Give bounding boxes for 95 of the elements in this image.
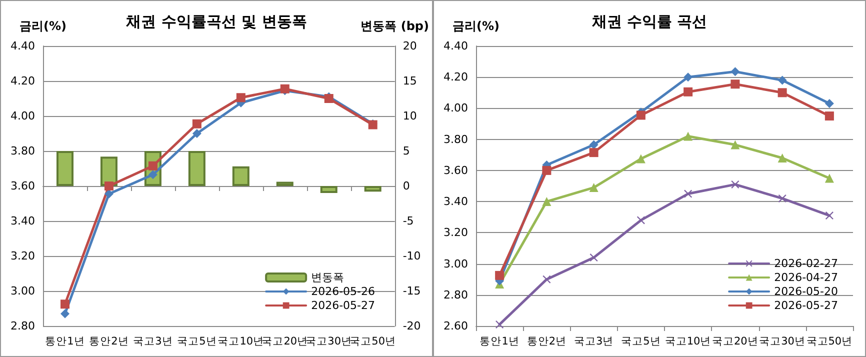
point xyxy=(684,72,693,82)
y-tick-label: 4.00 xyxy=(444,102,468,115)
x-tick-label: 국고20년 xyxy=(712,336,758,348)
point xyxy=(731,180,740,188)
legend-label: 2026-05-27 xyxy=(311,299,376,312)
point xyxy=(730,80,740,89)
y2-tick-label: -20 xyxy=(402,320,421,332)
x-tick-label: 국고50년 xyxy=(350,336,396,348)
x-tick-label: 통안2년 xyxy=(89,336,129,348)
point xyxy=(636,154,646,164)
point xyxy=(589,148,598,158)
point xyxy=(542,275,551,284)
y-tick-label: 4.20 xyxy=(10,74,35,88)
point xyxy=(730,67,740,76)
x-tick-label: 국고50년 xyxy=(806,336,853,348)
y-tick-label: 4.00 xyxy=(10,110,35,122)
point xyxy=(589,183,598,192)
y-tick-label: 3.00 xyxy=(444,257,468,270)
y2-tick-label: -10 xyxy=(402,250,421,262)
x-tick-label: 국고30년 xyxy=(759,336,806,348)
point xyxy=(636,110,646,120)
bar xyxy=(56,151,74,186)
x-tick-label: 통안1년 xyxy=(480,336,520,348)
x-tick-label: 국고3년 xyxy=(133,336,173,348)
y-tick-label: 4.20 xyxy=(444,70,468,84)
point xyxy=(825,212,834,220)
bar xyxy=(232,166,250,186)
point xyxy=(495,270,504,280)
y-tick-label: 4.40 xyxy=(10,40,35,52)
chart-title: 채권 수익률 곡선 xyxy=(590,12,708,30)
legend-label: 2026-05-27 xyxy=(774,299,838,312)
y-tick-label: 3.80 xyxy=(444,132,468,146)
point xyxy=(236,93,246,102)
y2-tick-label: 20 xyxy=(402,40,417,52)
y2-tick-label: 5 xyxy=(402,144,410,158)
y2-tick-label: -15 xyxy=(402,284,421,298)
y-tick-label: 2.60 xyxy=(444,320,468,332)
point xyxy=(148,170,158,180)
point xyxy=(684,190,692,198)
y-tick-label: 3.60 xyxy=(10,180,35,192)
point xyxy=(542,166,552,175)
y-tick-label: 2.80 xyxy=(444,288,468,302)
y-tick-label: 3.80 xyxy=(10,144,35,158)
bar xyxy=(100,156,118,186)
point xyxy=(496,320,504,328)
point xyxy=(824,174,834,183)
y-tick-label: 3.40 xyxy=(444,195,468,208)
point xyxy=(60,300,70,309)
y2-axis-title: 변동폭 (bp) xyxy=(360,19,429,33)
point xyxy=(778,76,787,85)
legend-label: 2026-05-26 xyxy=(311,285,376,298)
point xyxy=(542,197,552,206)
y-axis-title: 금리(%) xyxy=(452,19,500,33)
point xyxy=(192,129,202,138)
x-tick-label: 국고5년 xyxy=(177,336,217,348)
y-tick-label: 3.40 xyxy=(10,214,35,228)
y-tick-label: 3.20 xyxy=(444,226,468,240)
x-tick-label: 통안1년 xyxy=(45,336,85,348)
y2-tick-label: -5 xyxy=(402,214,414,228)
point xyxy=(104,182,114,190)
y-tick-label: 3.00 xyxy=(10,284,35,298)
y2-tick-label: 10 xyxy=(402,110,417,122)
legend-label: 2026-05-20 xyxy=(774,285,838,298)
point xyxy=(589,140,598,150)
bar xyxy=(188,151,206,186)
x-tick-label: 통안2년 xyxy=(526,336,567,348)
point xyxy=(778,194,786,202)
point xyxy=(824,99,834,108)
bar xyxy=(364,186,382,192)
point xyxy=(778,88,787,98)
y2-tick-label: 0 xyxy=(402,180,410,192)
point xyxy=(636,216,645,224)
x-tick-label: 국고10년 xyxy=(664,336,712,348)
point xyxy=(730,140,740,150)
point xyxy=(60,309,70,318)
chart-title: 채권 수익률곡선 및 변동폭 xyxy=(125,12,307,30)
point xyxy=(684,87,693,96)
y-tick-label: 3.60 xyxy=(444,164,468,177)
legend-label: 2026-04-27 xyxy=(774,271,838,284)
y2-tick-label: 15 xyxy=(402,74,417,88)
y-tick-label: 2.80 xyxy=(10,320,35,332)
x-tick-label: 국고5년 xyxy=(621,336,661,348)
point xyxy=(590,254,598,262)
y-axis-title: 금리(%) xyxy=(20,19,66,33)
point xyxy=(192,119,202,128)
point xyxy=(824,112,834,120)
point xyxy=(778,154,787,162)
bar xyxy=(320,186,338,193)
bar xyxy=(276,182,294,186)
legend-label: 변동폭 xyxy=(311,271,344,284)
x-tick-label: 국고3년 xyxy=(574,336,614,348)
point xyxy=(684,132,693,141)
legend-label: 2026-02-27 xyxy=(774,257,838,270)
y-tick-label: 3.20 xyxy=(10,250,35,262)
y-tick-label: 4.40 xyxy=(444,40,468,52)
